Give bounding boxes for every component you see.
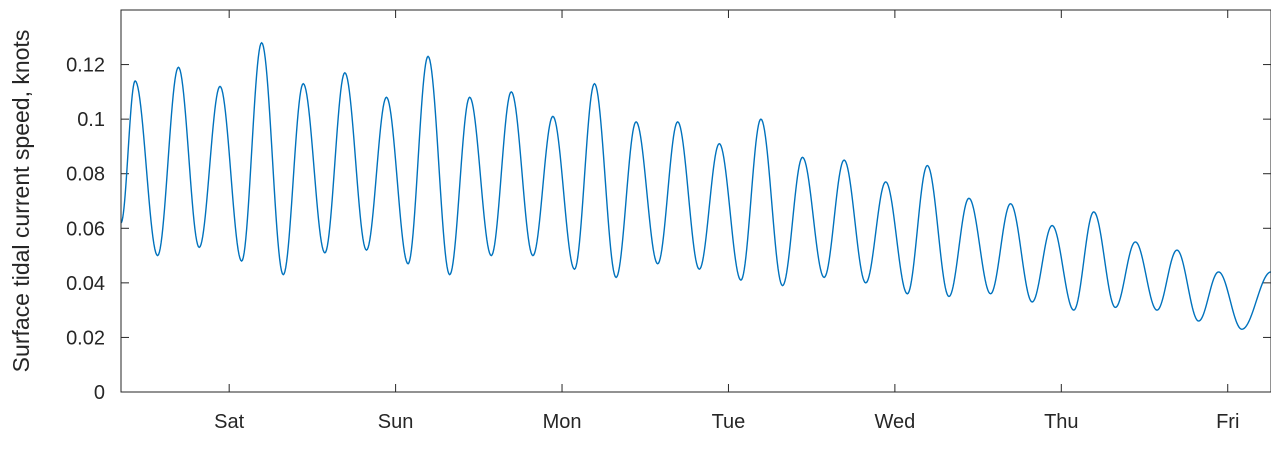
x-tick-label: Tue <box>712 411 746 433</box>
x-tick-label: Thu <box>1044 411 1078 433</box>
y-tick-label: 0 <box>94 382 105 404</box>
x-axis-ticks: Sat Sun Mon Tue Wed Thu Fri <box>214 10 1239 433</box>
plot-frame <box>120 9 1271 393</box>
x-tick-label: Sat <box>214 411 244 433</box>
x-tick-label: Fri <box>1216 411 1239 433</box>
x-tick-label: Wed <box>874 411 915 433</box>
series-layer <box>120 41 1271 330</box>
y-tick-label: 0.02 <box>66 327 105 349</box>
y-tick-label: 0.12 <box>66 55 105 77</box>
y-tick-label: 0.1 <box>77 109 105 131</box>
y-tick-label: 0.06 <box>66 218 105 240</box>
series-line <box>120 41 1271 330</box>
plot-background <box>121 10 1271 392</box>
y-tick-label: 0.04 <box>66 273 105 295</box>
x-tick-label: Sun <box>378 411 414 433</box>
x-tick-label: Mon <box>543 411 582 433</box>
y-tick-label: 0.08 <box>66 164 105 186</box>
y-axis-ticks: 0 0.02 0.04 0.06 0.08 0.1 0.12 <box>66 55 1271 404</box>
y-axis-label: Surface tidal current speed, knots <box>8 30 34 373</box>
